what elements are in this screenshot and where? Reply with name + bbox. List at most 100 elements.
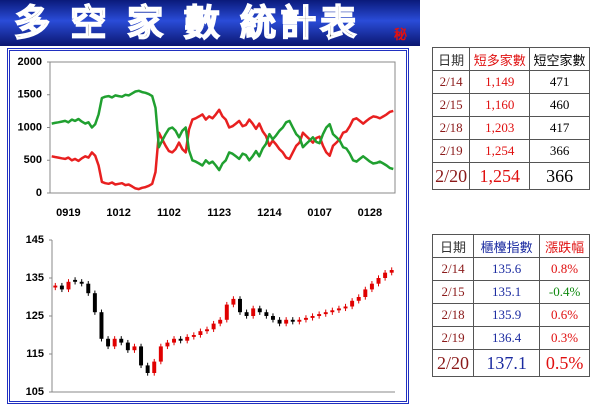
- table-cell: 1,254: [469, 162, 531, 190]
- candle-body: [369, 283, 374, 290]
- candle-body: [79, 281, 84, 284]
- candle-body: [231, 298, 236, 305]
- data-line: [51, 108, 394, 191]
- x-tick-label: 1102: [157, 207, 181, 219]
- candle-body: [139, 346, 144, 366]
- table-cell: 短空家數: [529, 47, 590, 71]
- x-tick-label: 1214: [257, 207, 282, 219]
- table-cell: 137.1: [473, 349, 541, 377]
- table-cell: 2/14: [431, 257, 475, 281]
- candle-body: [53, 285, 58, 288]
- candle-body: [132, 346, 137, 351]
- table-cell: 460: [529, 93, 590, 117]
- candle-body: [178, 338, 183, 341]
- x-tick-label: 1012: [106, 207, 130, 219]
- candle-body: [224, 304, 229, 320]
- table-cell: 136.4: [473, 326, 541, 350]
- candle-body: [106, 338, 111, 347]
- y-tick-label: 105: [26, 386, 44, 398]
- table-cell: 2/15: [431, 93, 471, 117]
- y-tick-label: 0: [36, 187, 42, 199]
- table-cell: -0.4%: [539, 280, 590, 304]
- candle-body: [277, 319, 282, 324]
- candle-body: [165, 342, 170, 347]
- candle-body: [297, 319, 302, 322]
- table-cell: 0.8%: [539, 257, 590, 281]
- candle-body: [185, 336, 190, 341]
- index-table: 日期 櫃檯指數 漲跌幅 2/14 135.6 0.8% 2/15 135.1 -0.4% 2/18…: [431, 234, 590, 377]
- table-cell: 1,160: [469, 93, 531, 117]
- candle-body: [284, 319, 289, 324]
- table-cell: 135.9: [473, 303, 541, 327]
- candle-body: [310, 316, 315, 318]
- table-cell: 短多家數: [469, 47, 531, 71]
- table-cell: 2/14: [431, 70, 471, 94]
- data-line: [51, 89, 394, 172]
- table-row: 2/15 1,160 460: [431, 93, 590, 117]
- breadth-table: 日期 短多家數 短空家數 2/14 1,149 471 2/15 1,160 460 2/18 1,…: [431, 47, 590, 190]
- y-tick-label: 2000: [18, 56, 42, 68]
- candle-body: [376, 278, 381, 284]
- table-cell: 1,254: [469, 139, 531, 163]
- candle-body: [303, 317, 308, 320]
- candle-body: [317, 314, 322, 316]
- candle-body: [336, 308, 341, 311]
- table-cell: 0.5%: [539, 349, 590, 377]
- y-tick-label: 125: [26, 310, 44, 322]
- candle-body: [290, 319, 295, 322]
- candle-body: [66, 281, 71, 290]
- candle-body: [205, 329, 209, 332]
- y-tick-label: 145: [26, 234, 44, 246]
- candle-body: [59, 285, 64, 290]
- candle-body: [244, 312, 249, 316]
- table-row: 2/14 135.6 0.8%: [431, 257, 590, 281]
- table-cell: 1,149: [469, 70, 531, 94]
- candle-body: [158, 346, 163, 362]
- candle-body: [383, 272, 388, 278]
- table-cell: 0.6%: [539, 303, 590, 327]
- x-tick-label: 1123: [207, 207, 231, 219]
- table-cell: 2/18: [431, 303, 475, 327]
- table-cell: 日期: [431, 47, 471, 71]
- table-cell: 1,203: [469, 116, 531, 140]
- table-cell: 2/19: [431, 326, 475, 350]
- table-cell: 366: [529, 139, 590, 163]
- table-cell: 135.6: [473, 257, 541, 281]
- candle-body: [389, 270, 394, 273]
- table-row: 2/18 1,203 417: [431, 116, 590, 140]
- candle-body: [257, 308, 262, 313]
- candle-body: [270, 316, 275, 320]
- table-row: 2/20 137.1 0.5%: [431, 349, 590, 377]
- table-cell: 366: [529, 162, 590, 190]
- badge: 秘: [394, 28, 408, 43]
- y-tick-label: 1500: [18, 89, 42, 101]
- x-tick-label: 0128: [358, 207, 382, 219]
- y-tick-label: 135: [26, 272, 44, 284]
- candle-body: [125, 342, 130, 351]
- table-cell: 2/20: [431, 162, 471, 190]
- table-cell: 2/18: [431, 116, 471, 140]
- table-row: 2/19 136.4 0.3%: [431, 326, 590, 350]
- table-row: 日期 短多家數 短空家數: [431, 47, 590, 71]
- table-row: 2/20 1,254 366: [431, 162, 590, 190]
- candle-body: [191, 335, 196, 337]
- x-tick-label: 0919: [56, 207, 80, 219]
- candle-body: [86, 283, 91, 294]
- title: 多 空 家 數 統計表: [13, 1, 361, 45]
- table-cell: 日期: [431, 234, 475, 258]
- candle-body: [152, 361, 157, 373]
- plot-frame: [49, 61, 396, 194]
- table-cell: 2/15: [431, 280, 475, 304]
- candle-body: [356, 297, 361, 301]
- candle-body: [238, 298, 242, 313]
- candle-body: [350, 300, 355, 307]
- candle-body: [119, 338, 124, 343]
- x-tick-label: 0107: [307, 207, 331, 219]
- table-cell: 0.3%: [539, 326, 590, 350]
- candle-body: [363, 289, 368, 297]
- candle-body: [330, 310, 335, 313]
- candle-body: [112, 338, 117, 347]
- table-row: 2/19 1,254 366: [431, 139, 590, 163]
